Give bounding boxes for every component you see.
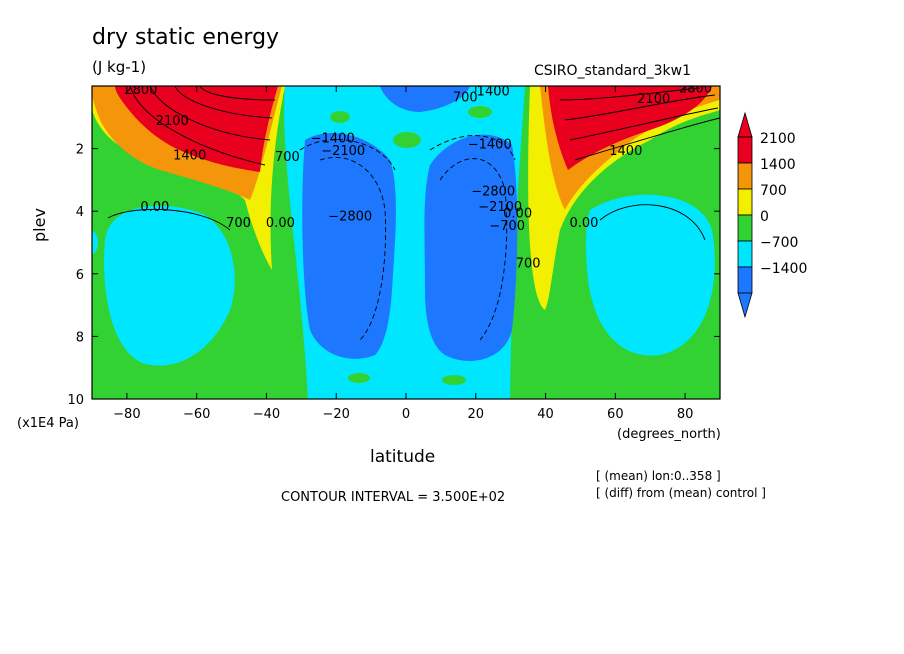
sh-high-lat-cyan <box>104 205 235 366</box>
contour-label: 2800 <box>679 81 712 96</box>
colorbar-swatch <box>737 240 753 268</box>
contour-label: 700 <box>226 216 251 231</box>
y-axis-label: plev <box>30 208 49 242</box>
contour-label: 0.00 <box>266 216 295 231</box>
sh-jet-max <box>115 86 278 172</box>
green-spot-5 <box>442 375 466 385</box>
contour-label: 0.00 <box>569 216 598 231</box>
x-tick-label: 60 <box>607 407 624 422</box>
colorbar-swatch <box>737 214 753 242</box>
contour-line <box>599 204 706 241</box>
tropical-min-right <box>424 134 518 362</box>
green-spot-1 <box>330 111 350 123</box>
y-tick-label: 8 <box>76 330 84 345</box>
colorbar-swatch <box>737 188 753 216</box>
contour-label: 700 <box>453 91 478 106</box>
contour-line <box>559 87 701 101</box>
dataset-name: CSIRO_standard_3kw1 <box>534 63 692 79</box>
contour-line <box>149 86 271 141</box>
x-tick-label: −60 <box>183 407 210 422</box>
x-axis-unit: (degrees_north) <box>617 427 721 442</box>
x-tick-label: −20 <box>323 407 350 422</box>
green-spot-4 <box>348 373 370 383</box>
note-diff: [ (diff) from (mean) control ] <box>596 486 766 500</box>
colorbar-swatch <box>737 136 753 164</box>
contour-line <box>299 139 396 171</box>
y-tick-label: 6 <box>76 268 84 283</box>
colorbar-label: 0 <box>760 209 769 225</box>
colorbar-label: −1400 <box>760 261 807 277</box>
contour-line <box>319 157 387 341</box>
contour-label: 700 <box>516 257 541 272</box>
x-tick-label: −40 <box>253 407 280 422</box>
contour-line <box>429 135 516 161</box>
x-tick-label: 80 <box>677 407 694 422</box>
sh-edge-cyan <box>92 230 98 255</box>
y-axis-unit: (x1E4 Pa) <box>17 416 79 431</box>
colorbar-under-arrow <box>737 292 753 319</box>
colorbar-swatch <box>737 266 753 294</box>
contour-label: −1400 <box>468 138 512 153</box>
nh-jet-max <box>548 86 712 170</box>
contour-label: 0.00 <box>503 206 532 221</box>
equator-cyan <box>398 235 415 292</box>
colorbar-label: 1400 <box>760 157 796 173</box>
contour-line <box>174 86 273 119</box>
contour-interval: CONTOUR INTERVAL = 3.500E+02 <box>281 490 506 505</box>
contour-label: −2800 <box>328 210 372 225</box>
contour-label: −2100 <box>321 144 365 159</box>
colorbar-label: −700 <box>760 235 798 251</box>
x-tick-label: 0 <box>402 407 410 422</box>
contour-label: 2100 <box>156 114 189 129</box>
colorbar-label: 2100 <box>760 131 796 147</box>
contour-label: 2100 <box>637 92 670 107</box>
x-tick-label: 40 <box>537 407 554 422</box>
colorbar-swatch <box>737 162 753 190</box>
contour-label: −2100 <box>478 200 522 215</box>
contour-label: −700 <box>489 219 525 234</box>
x-tick-label: −80 <box>113 407 140 422</box>
green-spot-2 <box>393 132 421 148</box>
top-blue <box>380 86 470 112</box>
contour-line <box>129 86 266 166</box>
contour-label: 700 <box>275 150 300 165</box>
contour-label: 0.00 <box>140 200 169 215</box>
x-axis-label: latitude <box>370 447 436 467</box>
contour-line <box>564 94 716 121</box>
note-mean: [ (mean) lon:0..358 ] <box>596 469 721 483</box>
tropical-min-left <box>302 132 396 359</box>
contour-line <box>199 86 276 101</box>
nh-high-lat-cyan <box>585 194 715 356</box>
y-tick-label: 4 <box>76 205 84 220</box>
contour-line <box>439 158 508 341</box>
chart-title: dry static energy <box>92 25 280 50</box>
colorbar-label: 700 <box>760 183 787 199</box>
x-tick-label: 20 <box>468 407 485 422</box>
y-tick-label: 10 <box>67 393 84 408</box>
contour-label: 1400 <box>173 149 206 164</box>
chart-units: (J kg-1) <box>92 58 147 76</box>
y-tick-label: 2 <box>76 143 84 158</box>
contour-line <box>574 117 720 161</box>
contour-label: 1400 <box>609 144 642 159</box>
colorbar-over-arrow <box>737 111 753 138</box>
contour-label: 2800 <box>124 83 157 98</box>
contour-label: 1400 <box>477 84 510 99</box>
contour-line <box>107 208 231 231</box>
colorbar: 2100 1400 700 0 −700 −1400 <box>737 111 807 319</box>
contour-label: −1400 <box>311 131 355 146</box>
axes: −80 −60 −40 −20 0 20 40 60 80 2 4 6 8 10 <box>67 86 720 422</box>
contour-label: −2800 <box>471 185 515 200</box>
green-spot-3 <box>468 106 492 118</box>
contour-line <box>569 107 719 141</box>
